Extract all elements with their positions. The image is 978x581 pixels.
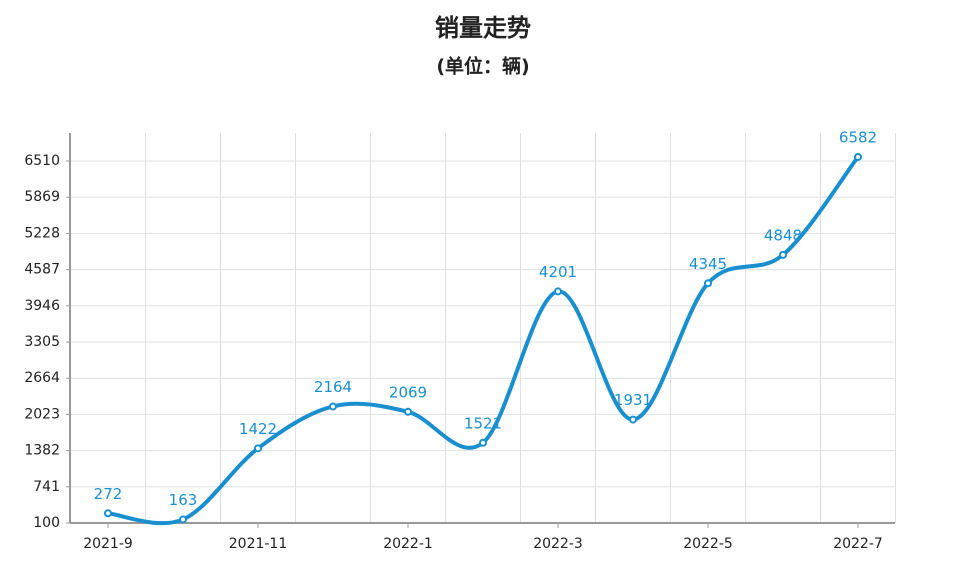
x-tick-label: 2022-1: [383, 536, 433, 552]
point: [704, 279, 712, 288]
value-label: 2069: [389, 383, 427, 401]
y-tick-label: 2023: [24, 406, 60, 422]
value-label: 6582: [839, 128, 877, 146]
value-label: 1931: [614, 391, 652, 409]
chart-subtitle: (单位：辆): [436, 55, 529, 78]
point: [779, 250, 787, 259]
y-tick-label: 1382: [24, 443, 60, 459]
value-label: 4345: [689, 255, 727, 273]
point: [554, 287, 562, 296]
value-label: 2164: [314, 378, 352, 396]
point: [629, 415, 637, 424]
point: [854, 152, 862, 161]
y-tick-label: 100: [33, 515, 60, 531]
chart-title: 销量走势: [435, 14, 531, 42]
x-tick-label: 2022-7: [833, 536, 883, 552]
value-label: 4201: [539, 263, 577, 281]
y-tick-label: 3946: [24, 298, 60, 314]
x-tick-label: 2021-9: [83, 536, 133, 552]
value-label: 1521: [464, 414, 502, 432]
x-tick-label: 2022-3: [533, 536, 583, 552]
x-tick-label: 2021-11: [229, 536, 288, 552]
point: [179, 515, 187, 524]
point: [329, 402, 337, 411]
point: [479, 438, 487, 447]
y-tick-label: 741: [33, 479, 60, 495]
y-tick-label: 6510: [24, 153, 60, 169]
y-tick-label: 5228: [24, 225, 60, 241]
point: [104, 509, 112, 518]
y-tick-label: 3305: [24, 334, 60, 350]
y-tick-label: 5869: [24, 189, 60, 205]
value-label: 4848: [764, 226, 802, 244]
point: [404, 407, 412, 416]
line: [107, 155, 860, 526]
value-label: 1422: [239, 420, 277, 438]
x-tick-label: 2022-5: [683, 536, 733, 552]
point: [254, 444, 262, 453]
value-label: 272: [94, 485, 123, 503]
y-tick-label: 2664: [24, 370, 60, 386]
value-label: 163: [169, 491, 198, 509]
y-tick-label: 4587: [24, 262, 60, 278]
